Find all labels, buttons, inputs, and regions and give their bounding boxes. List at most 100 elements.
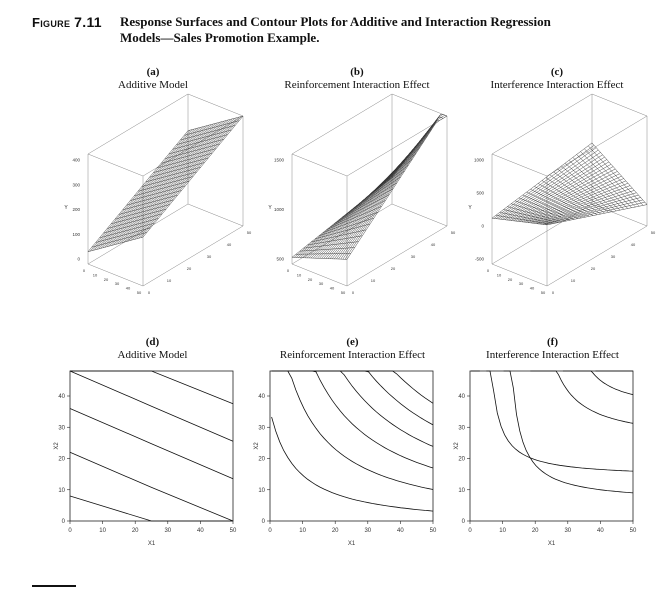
y-tick-label: 20 [258,457,265,463]
box-edge [591,93,648,117]
x1-tick-label: 10 [297,272,302,277]
surface-gridline [138,116,239,239]
figure-label: Figure 7.11 [32,14,102,30]
box-edge [491,153,548,177]
surface-gridline [184,120,240,136]
x-tick-label: 30 [164,528,171,534]
panel-e: (e) Reinforcement Interaction Effect 0 10… [254,336,450,571]
z-tick-label: 1000 [474,158,485,163]
y-tick-label: 30 [258,425,265,431]
surface-gridline [349,170,405,212]
y-tick-label: 30 [58,425,65,431]
surface-gridline [523,178,624,223]
y-tick-label: 20 [58,457,65,463]
x2-tick-label: 10 [571,278,576,283]
panel-d: (d) Additive Model 0 10 20 30 40 50 0 10 20 30 40 X… [54,336,250,571]
x1-tick-label: 20 [104,277,109,282]
surface-gridline [141,171,197,187]
y-tick-label: 0 [262,519,266,525]
x-tick-label: 40 [197,528,204,534]
plot-frame [69,370,234,522]
z-tick-label: 400 [72,158,80,163]
x1-tick-label: 40 [530,286,535,291]
x1-tick-label: 0 [287,268,290,273]
surface-gridline [164,143,220,159]
y-tick-label: 10 [458,488,465,494]
surface-gridline [137,176,194,192]
x2-tick-label: 0 [352,290,355,295]
y-axis-label: X2 [54,442,60,450]
x-tick-label: 50 [430,528,437,534]
surface-gridline [353,164,409,209]
panel-title: Interference Interaction Effect [486,349,619,361]
x2-tick-label: 40 [631,242,636,247]
surface-gridline [576,154,632,208]
x-tick-label: 20 [332,528,339,534]
panel-title: Additive Model [117,349,188,361]
x-tick-label: 0 [268,528,272,534]
panel-letter: (e) [346,336,359,348]
surface-gridline [341,182,398,218]
contour-line [69,495,233,522]
surface-gridline [536,192,637,224]
surface-gridline [119,122,220,244]
x2-tick-label: 30 [411,254,416,259]
contour-line [486,370,634,472]
surface-gridline [549,174,605,214]
panel-title: Interference Interaction Effect [490,79,624,91]
x-axis-label: X1 [148,541,156,547]
y-axis-label: X2 [254,442,260,450]
surface-gridline [336,119,437,260]
surface-gridline [176,129,232,145]
surface-gridline [553,171,609,213]
surface-gridline [342,114,443,260]
contour-plot-additive: 0 10 20 30 40 50 0 10 20 30 40 X1 X2 [54,370,237,547]
box-edge [87,203,189,265]
box-edge [291,153,348,177]
x-tick-label: 10 [499,528,506,534]
figure-caption: Response Surfaces and Contour Plots for … [120,14,551,45]
box-edge [346,225,448,287]
surface-gridline [345,176,401,215]
y-tick-label: 40 [258,394,265,400]
surface-gridline [541,180,598,215]
panel-title: Reinforcement Interaction Effect [279,349,426,361]
z-tick-label: 1500 [274,158,285,163]
panel-c: (c) Interference Interaction Effect 1000… [462,66,656,295]
x2-tick-label: 30 [207,254,212,259]
y-tick-label: 0 [62,519,66,525]
surface-gridline [534,190,635,224]
surface-gridline [134,118,235,240]
x2-tick-label: 30 [611,254,616,259]
surface-gridline [125,120,227,242]
x-tick-label: 50 [230,528,237,534]
surface-gridline [157,153,213,169]
x1-tick-label: 0 [487,268,490,273]
surface-gridline [542,199,643,225]
z-tick-label: 1000 [274,207,285,212]
x-tick-label: 20 [532,528,539,534]
box-edge [491,203,593,265]
surface-gridline [132,118,233,241]
y-tick-label: 10 [258,488,265,494]
box-edge [87,153,144,177]
contour-plot-interference: 0 10 20 30 40 50 0 10 20 30 40 X1 X2 [454,370,637,547]
surface-gridline [530,185,631,224]
surface-gridline [140,116,242,238]
panel-title: Additive Model [118,79,188,91]
figure-label-prefix: Figure [32,15,71,30]
x2-tick-label: 20 [187,266,192,271]
x2-tick-label: 0 [148,290,151,295]
x-tick-label: 0 [68,528,72,534]
x-tick-label: 50 [630,528,637,534]
surface-gridline [168,139,224,155]
surface-gridline [540,197,641,225]
surface-gridline [521,175,622,223]
z-tick-label: 500 [276,257,284,262]
box-edge [87,93,189,155]
surface-gridline [546,204,648,226]
surface-gridline [338,116,439,260]
x2-tick-label: 40 [227,242,232,247]
x1-tick-label: 40 [330,286,335,291]
x2-tick-label: 50 [651,230,656,235]
